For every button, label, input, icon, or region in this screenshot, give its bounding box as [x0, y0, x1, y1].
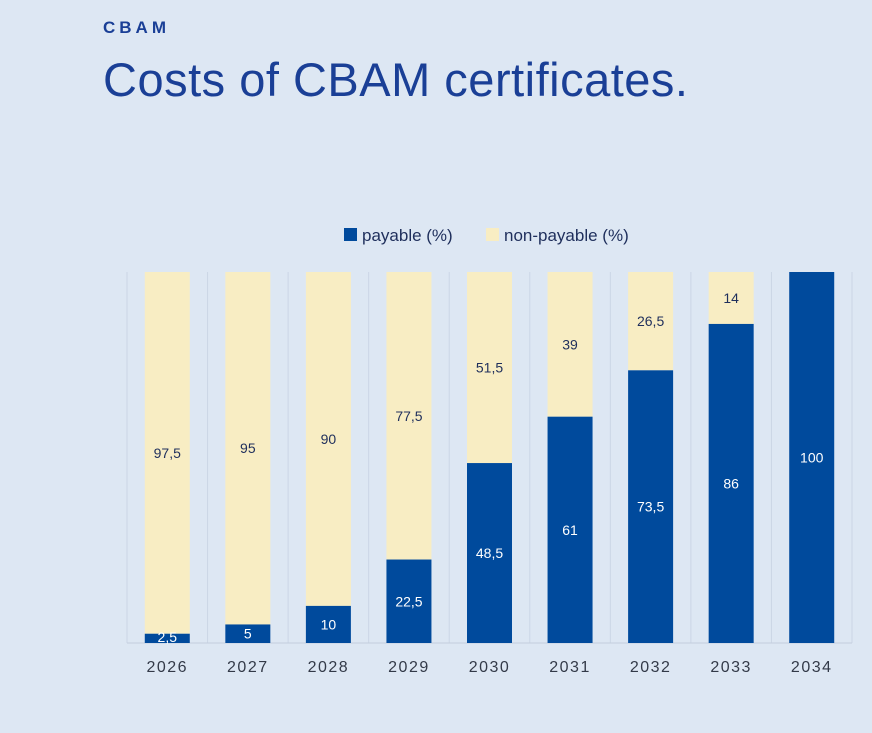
data-label-non-payable-2027: 95 — [240, 440, 256, 456]
legend-label-non-payable: non-payable (%) — [504, 226, 629, 245]
bar-non-payable-2032 — [628, 272, 674, 371]
data-label-payable-2026: 2,5 — [158, 629, 178, 645]
x-tick-2027: 2027 — [227, 659, 269, 676]
bar-non-payable-2031 — [547, 272, 593, 417]
data-label-payable-2032: 73,5 — [637, 499, 664, 515]
bar-payable-2032 — [628, 370, 674, 643]
data-label-non-payable-2032: 26,5 — [637, 313, 664, 329]
bar-non-payable-2026 — [144, 272, 190, 634]
bar-payable-2028 — [305, 605, 351, 643]
data-label-payable-2034: 100 — [800, 450, 824, 466]
x-tick-2032: 2032 — [630, 659, 672, 676]
x-axis-ticks: 2026 2027 2028 2029 2030 2031 2032 2033 2034 — [146, 659, 833, 676]
bar-payable-2026 — [144, 633, 190, 643]
legend-label-payable: payable (%) — [362, 226, 453, 245]
data-label-non-payable-2033: 14 — [723, 290, 739, 306]
x-tick-2033: 2033 — [710, 659, 752, 676]
chart-legend: payable (%) non-payable (%) — [344, 226, 629, 245]
data-label-payable-2033: 86 — [723, 475, 739, 491]
chart-bars: 97,5 2,5 95 5 90 10 77,5 22,5 51,5 48,5 39 61 26,5 73… — [144, 272, 835, 645]
data-label-payable-2027: 5 — [244, 626, 252, 642]
data-label-non-payable-2030: 51,5 — [476, 360, 503, 376]
data-label-non-payable-2028: 90 — [321, 431, 337, 447]
data-label-payable-2028: 10 — [321, 616, 337, 632]
section-kicker: CBAM — [103, 18, 170, 37]
data-label-payable-2030: 48,5 — [476, 545, 503, 561]
bar-non-payable-2033 — [708, 272, 754, 324]
data-label-payable-2031: 61 — [562, 522, 578, 538]
bar-non-payable-2027 — [225, 272, 271, 625]
x-tick-2034: 2034 — [791, 659, 833, 676]
data-label-payable-2029: 22,5 — [395, 593, 422, 609]
bar-payable-2030 — [467, 463, 512, 643]
bar-non-payable-2030 — [467, 272, 512, 464]
x-tick-2030: 2030 — [469, 659, 511, 676]
x-tick-2026: 2026 — [146, 659, 188, 676]
x-tick-2028: 2028 — [308, 659, 350, 676]
bar-non-payable-2028 — [305, 272, 351, 606]
data-label-non-payable-2031: 39 — [562, 336, 578, 352]
bar-payable-2031 — [547, 416, 593, 643]
bar-payable-2033 — [708, 323, 754, 643]
bar-payable-2029 — [386, 559, 432, 643]
x-tick-2031: 2031 — [549, 659, 591, 676]
page-title: Costs of CBAM certificates. — [103, 53, 689, 106]
bar-non-payable-2029 — [386, 272, 432, 560]
data-label-non-payable-2026: 97,5 — [154, 445, 181, 461]
bar-payable-2027 — [225, 624, 271, 643]
legend-swatch-payable — [344, 228, 357, 241]
legend-swatch-non-payable — [486, 228, 499, 241]
data-label-non-payable-2029: 77,5 — [395, 408, 422, 424]
bar-payable-2034 — [789, 272, 835, 643]
x-tick-2029: 2029 — [388, 659, 430, 676]
